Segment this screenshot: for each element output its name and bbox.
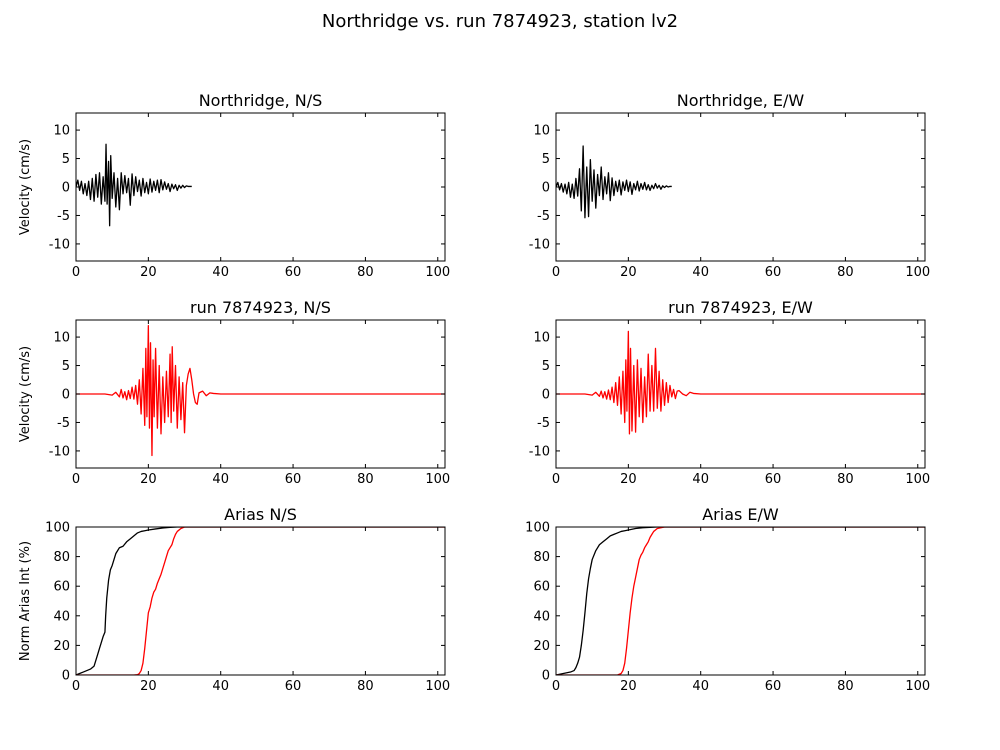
x-tick-label: 100	[425, 679, 450, 694]
panel-title: Northridge, N/S	[199, 91, 323, 110]
x-tick-label: 60	[285, 472, 302, 487]
y-tick-label: 10	[53, 124, 70, 139]
y-tick-label: 10	[53, 331, 70, 346]
x-tick-label: 60	[285, 679, 302, 694]
y-tick-label: 0	[62, 388, 70, 403]
x-tick-label: 0	[72, 679, 80, 694]
panel-title: run 7874923, E/W	[668, 298, 813, 317]
panel-title: Arias N/S	[224, 505, 297, 524]
series-line-1	[556, 330, 925, 435]
x-tick-label: 80	[357, 472, 374, 487]
y-tick-label: 20	[53, 639, 70, 654]
y-tick-label: 5	[62, 359, 70, 374]
x-tick-label: 0	[552, 472, 560, 487]
x-tick-label: 0	[72, 265, 80, 280]
y-tick-label: 5	[542, 152, 550, 167]
series-line-1	[556, 145, 672, 219]
y-tick-label: 0	[542, 388, 550, 403]
y-tick-label: 100	[525, 521, 550, 536]
y-tick-label: 5	[62, 152, 70, 167]
figure-title: Northridge vs. run 7874923, station lv2	[321, 11, 679, 32]
x-tick-label: 40	[212, 265, 229, 280]
series-line-1	[76, 143, 192, 227]
y-tick-label: 40	[533, 609, 550, 624]
y-axis-label: Velocity (cm/s)	[18, 346, 33, 442]
y-tick-label: 100	[45, 521, 70, 536]
y-tick-label: 10	[533, 331, 550, 346]
x-tick-label: 100	[425, 265, 450, 280]
axes-frame	[555, 526, 926, 676]
y-tick-label: -10	[529, 237, 550, 252]
x-tick-label: 60	[285, 265, 302, 280]
x-tick-label: 40	[212, 472, 229, 487]
series-line-1	[76, 527, 445, 675]
y-tick-label: 0	[542, 669, 550, 684]
y-tick-label: -5	[537, 209, 550, 224]
x-tick-label: 20	[620, 472, 637, 487]
y-axis-label: Velocity (cm/s)	[18, 139, 33, 235]
axes-frame	[75, 526, 446, 676]
y-tick-label: 80	[533, 550, 550, 565]
y-tick-label: 60	[533, 580, 550, 595]
chart-panel-6: 0 20 40 60 80 100 0 20 40 60 80 100 Arias E/W	[525, 505, 930, 694]
x-tick-label: 80	[357, 679, 374, 694]
y-tick-label: -5	[537, 416, 550, 431]
x-tick-label: 0	[552, 679, 560, 694]
y-tick-label: -10	[529, 444, 550, 459]
x-tick-label: 0	[552, 265, 560, 280]
chart-panel-4: 0 20 40 60 80 100 -10 -5 0 5 10 run 7874923, E/W	[529, 298, 930, 487]
x-tick-label: 40	[692, 679, 709, 694]
x-tick-label: 100	[905, 265, 930, 280]
y-tick-label: -5	[57, 209, 70, 224]
y-axis-label: Norm Arias Int (%)	[18, 541, 33, 661]
x-tick-label: 40	[212, 679, 229, 694]
chart-panel-1: 0 20 40 60 80 100 -10 -5 0 5 10 Northridge, N/S Velo…	[18, 91, 450, 280]
panel-title: run 7874923, N/S	[190, 298, 331, 317]
x-tick-label: 20	[140, 679, 157, 694]
y-tick-label: 0	[542, 181, 550, 196]
panel-title: Northridge, E/W	[677, 91, 805, 110]
x-tick-label: 60	[765, 679, 782, 694]
x-tick-label: 80	[837, 265, 854, 280]
y-tick-label: -10	[49, 444, 70, 459]
x-tick-label: 60	[765, 472, 782, 487]
series-line-2	[556, 527, 925, 675]
series-line-1	[76, 325, 445, 457]
x-tick-label: 100	[905, 679, 930, 694]
x-tick-label: 20	[140, 472, 157, 487]
y-tick-label: 0	[62, 669, 70, 684]
x-tick-label: 20	[140, 265, 157, 280]
y-tick-label: 5	[542, 359, 550, 374]
x-tick-label: 40	[692, 472, 709, 487]
x-tick-label: 60	[765, 265, 782, 280]
x-tick-label: 80	[837, 679, 854, 694]
x-tick-label: 20	[620, 265, 637, 280]
x-tick-label: 40	[692, 265, 709, 280]
y-tick-label: 20	[533, 639, 550, 654]
x-tick-label: 100	[425, 472, 450, 487]
series-line-2	[76, 527, 445, 675]
series-line-1	[556, 527, 925, 675]
y-tick-label: -5	[57, 416, 70, 431]
chart-panel-3: 0 20 40 60 80 100 -10 -5 0 5 10 run 7874923, N/S Vel…	[18, 298, 450, 487]
y-tick-label: 80	[53, 550, 70, 565]
y-tick-label: 40	[53, 609, 70, 624]
y-tick-label: -10	[49, 237, 70, 252]
y-tick-label: 60	[53, 580, 70, 595]
x-tick-label: 100	[905, 472, 930, 487]
chart-panel-5: 0 20 40 60 80 100 0 20 40 60 80 100 Arias N/S Norm Ar…	[18, 505, 450, 694]
x-tick-label: 80	[357, 265, 374, 280]
x-tick-label: 20	[620, 679, 637, 694]
panel-title: Arias E/W	[702, 505, 779, 524]
x-tick-label: 80	[837, 472, 854, 487]
x-tick-label: 0	[72, 472, 80, 487]
y-tick-label: 0	[62, 181, 70, 196]
chart-panel-2: 0 20 40 60 80 100 -10 -5 0 5 10 Northridge, E/W	[529, 91, 930, 280]
y-tick-label: 10	[533, 124, 550, 139]
